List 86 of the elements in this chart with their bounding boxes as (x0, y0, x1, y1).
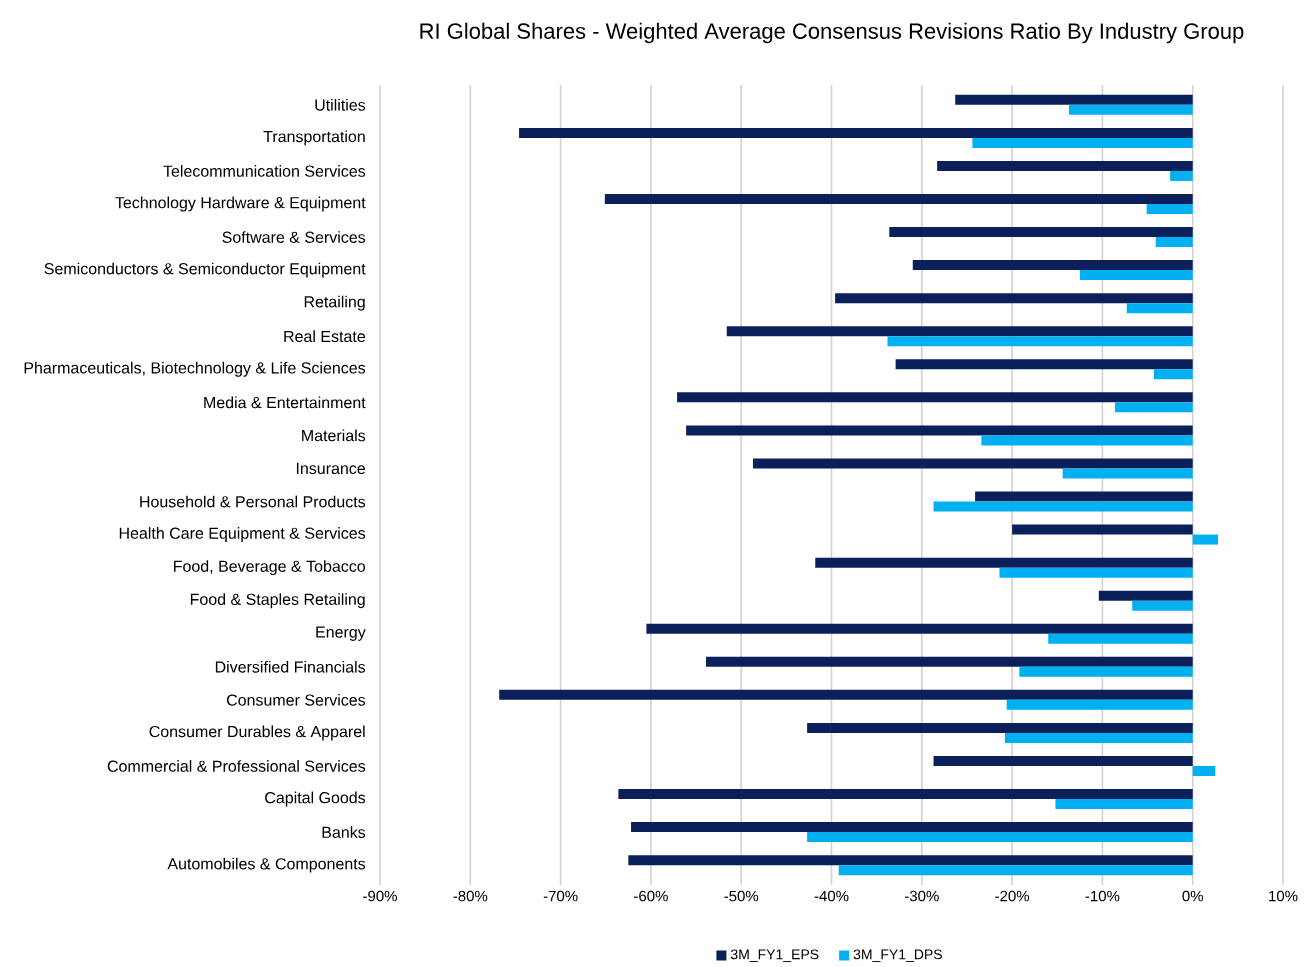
bar (752, 458, 1193, 469)
bar (604, 194, 1193, 204)
x-tick-label: -20% (995, 890, 1030, 902)
bar (677, 392, 1193, 403)
bar (815, 557, 1193, 568)
bar (955, 94, 1193, 105)
bar (1126, 303, 1193, 314)
bar (1019, 666, 1193, 677)
bar (999, 567, 1193, 578)
x-tick-label: -70% (543, 890, 578, 902)
bar (1192, 534, 1218, 545)
bar (889, 227, 1193, 238)
x-tick-label: -50% (724, 890, 759, 902)
chart-title: RI Global Shares - Weighted Average Consensus Revisions Ratio By Industry Group (420, 22, 1244, 44)
bar (1132, 600, 1193, 611)
bar (1098, 590, 1193, 601)
y-tick-label: Capital Goods (265, 791, 366, 807)
y-tick-label: Consumer Services (226, 693, 366, 706)
y-tick-label: Consumer Durables & Apparel (149, 725, 365, 741)
y-tick-label: Automobiles & Components (167, 857, 366, 873)
bar (1055, 799, 1193, 810)
x-tick-label: -80% (453, 890, 488, 902)
bar (631, 822, 1193, 833)
bar (618, 789, 1193, 800)
bar (705, 656, 1193, 667)
bar (1062, 468, 1193, 479)
bar (972, 137, 1193, 148)
bar (838, 865, 1193, 876)
bar (807, 832, 1193, 843)
bar (1048, 633, 1193, 644)
y-tick-label: Pharmaceuticals, Biotechnology & Life Sciences (24, 361, 366, 377)
y-tick-label: Real Estate (284, 330, 365, 343)
x-tick-label: -10% (1085, 890, 1120, 902)
bar (499, 689, 1193, 700)
legend-label: 3M_FY1_EPS (730, 949, 819, 962)
bar (1069, 104, 1193, 115)
x-tick-label: -30% (904, 890, 939, 902)
y-tick-label: Food, Beverage & Tobacco (174, 560, 366, 576)
bar (519, 127, 1193, 138)
y-tick-label: Insurance (296, 462, 366, 475)
y-tick-label: Materials (302, 429, 366, 442)
bar (933, 755, 1193, 766)
y-tick-label: Semiconductors & Semiconductor Equipment (44, 262, 366, 278)
bar (1170, 170, 1193, 181)
bar (1155, 237, 1193, 248)
bar (686, 425, 1193, 436)
y-tick-label: Banks (322, 826, 366, 838)
x-tick-label: -90% (363, 890, 397, 902)
x-tick-label: 0% (1182, 890, 1204, 902)
bar (1079, 270, 1193, 281)
bar (726, 326, 1193, 337)
y-tick-label: Energy (316, 626, 366, 641)
bar (1012, 524, 1193, 535)
bar (895, 359, 1193, 370)
y-tick-label: Technology Hardware & Equipment (115, 196, 366, 212)
x-tick-label: 10% (1269, 890, 1298, 902)
bar (887, 336, 1193, 347)
y-tick-label: Household & Personal Products (140, 495, 366, 508)
bar (912, 260, 1193, 271)
bar (1153, 369, 1193, 380)
bar (1006, 699, 1193, 710)
bar (646, 623, 1193, 634)
bar (835, 293, 1193, 304)
y-tick-label: Food & Staples Retailing (190, 593, 365, 609)
y-tick-label: Software & Services (222, 231, 366, 243)
bar (981, 435, 1193, 446)
bar (933, 501, 1193, 512)
y-tick-label: Retailing (304, 295, 365, 311)
bar (1004, 732, 1193, 743)
bar (937, 160, 1193, 171)
y-tick-label: Telecommunication Services (163, 165, 366, 177)
y-tick-label: Transportation (263, 130, 365, 146)
y-tick-label: Media & Entertainment (204, 396, 366, 409)
bar (975, 491, 1193, 502)
bar (1146, 204, 1193, 214)
y-tick-label: Utilities (315, 98, 366, 111)
bar (1115, 402, 1193, 413)
y-tick-label: Commercial & Professional Services (107, 760, 366, 772)
bar (1192, 765, 1216, 776)
y-tick-label: Health Care Equipment & Services (119, 527, 366, 543)
bar (628, 855, 1193, 866)
x-tick-label: -40% (814, 890, 849, 902)
bar (807, 722, 1193, 733)
y-tick-label: Diversified Financials (215, 660, 366, 673)
x-tick-label: -60% (634, 890, 668, 902)
legend-label: 3M_FY1_DPS (853, 949, 942, 962)
